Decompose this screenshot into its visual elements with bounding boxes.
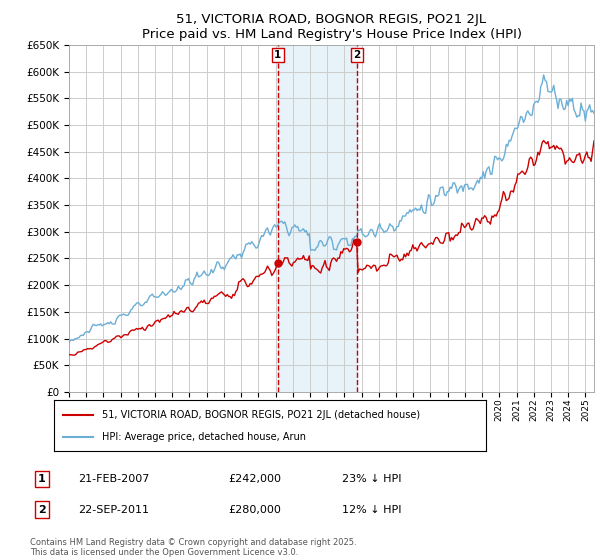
Text: 2: 2	[353, 50, 361, 60]
Text: 12% ↓ HPI: 12% ↓ HPI	[342, 505, 401, 515]
Title: 51, VICTORIA ROAD, BOGNOR REGIS, PO21 2JL
Price paid vs. HM Land Registry's Hous: 51, VICTORIA ROAD, BOGNOR REGIS, PO21 2J…	[142, 13, 521, 41]
Text: HPI: Average price, detached house, Arun: HPI: Average price, detached house, Arun	[101, 432, 305, 442]
Text: 51, VICTORIA ROAD, BOGNOR REGIS, PO21 2JL (detached house): 51, VICTORIA ROAD, BOGNOR REGIS, PO21 2J…	[101, 409, 419, 419]
Text: Contains HM Land Registry data © Crown copyright and database right 2025.
This d: Contains HM Land Registry data © Crown c…	[30, 538, 356, 557]
Text: 1: 1	[274, 50, 281, 60]
Text: £280,000: £280,000	[228, 505, 281, 515]
Text: £242,000: £242,000	[228, 474, 281, 484]
Text: 2: 2	[38, 505, 46, 515]
Bar	[278, 45, 357, 392]
Text: 1: 1	[38, 474, 46, 484]
Text: 22-SEP-2011: 22-SEP-2011	[78, 505, 149, 515]
Text: 23% ↓ HPI: 23% ↓ HPI	[342, 474, 401, 484]
Text: 21-FEB-2007: 21-FEB-2007	[78, 474, 149, 484]
